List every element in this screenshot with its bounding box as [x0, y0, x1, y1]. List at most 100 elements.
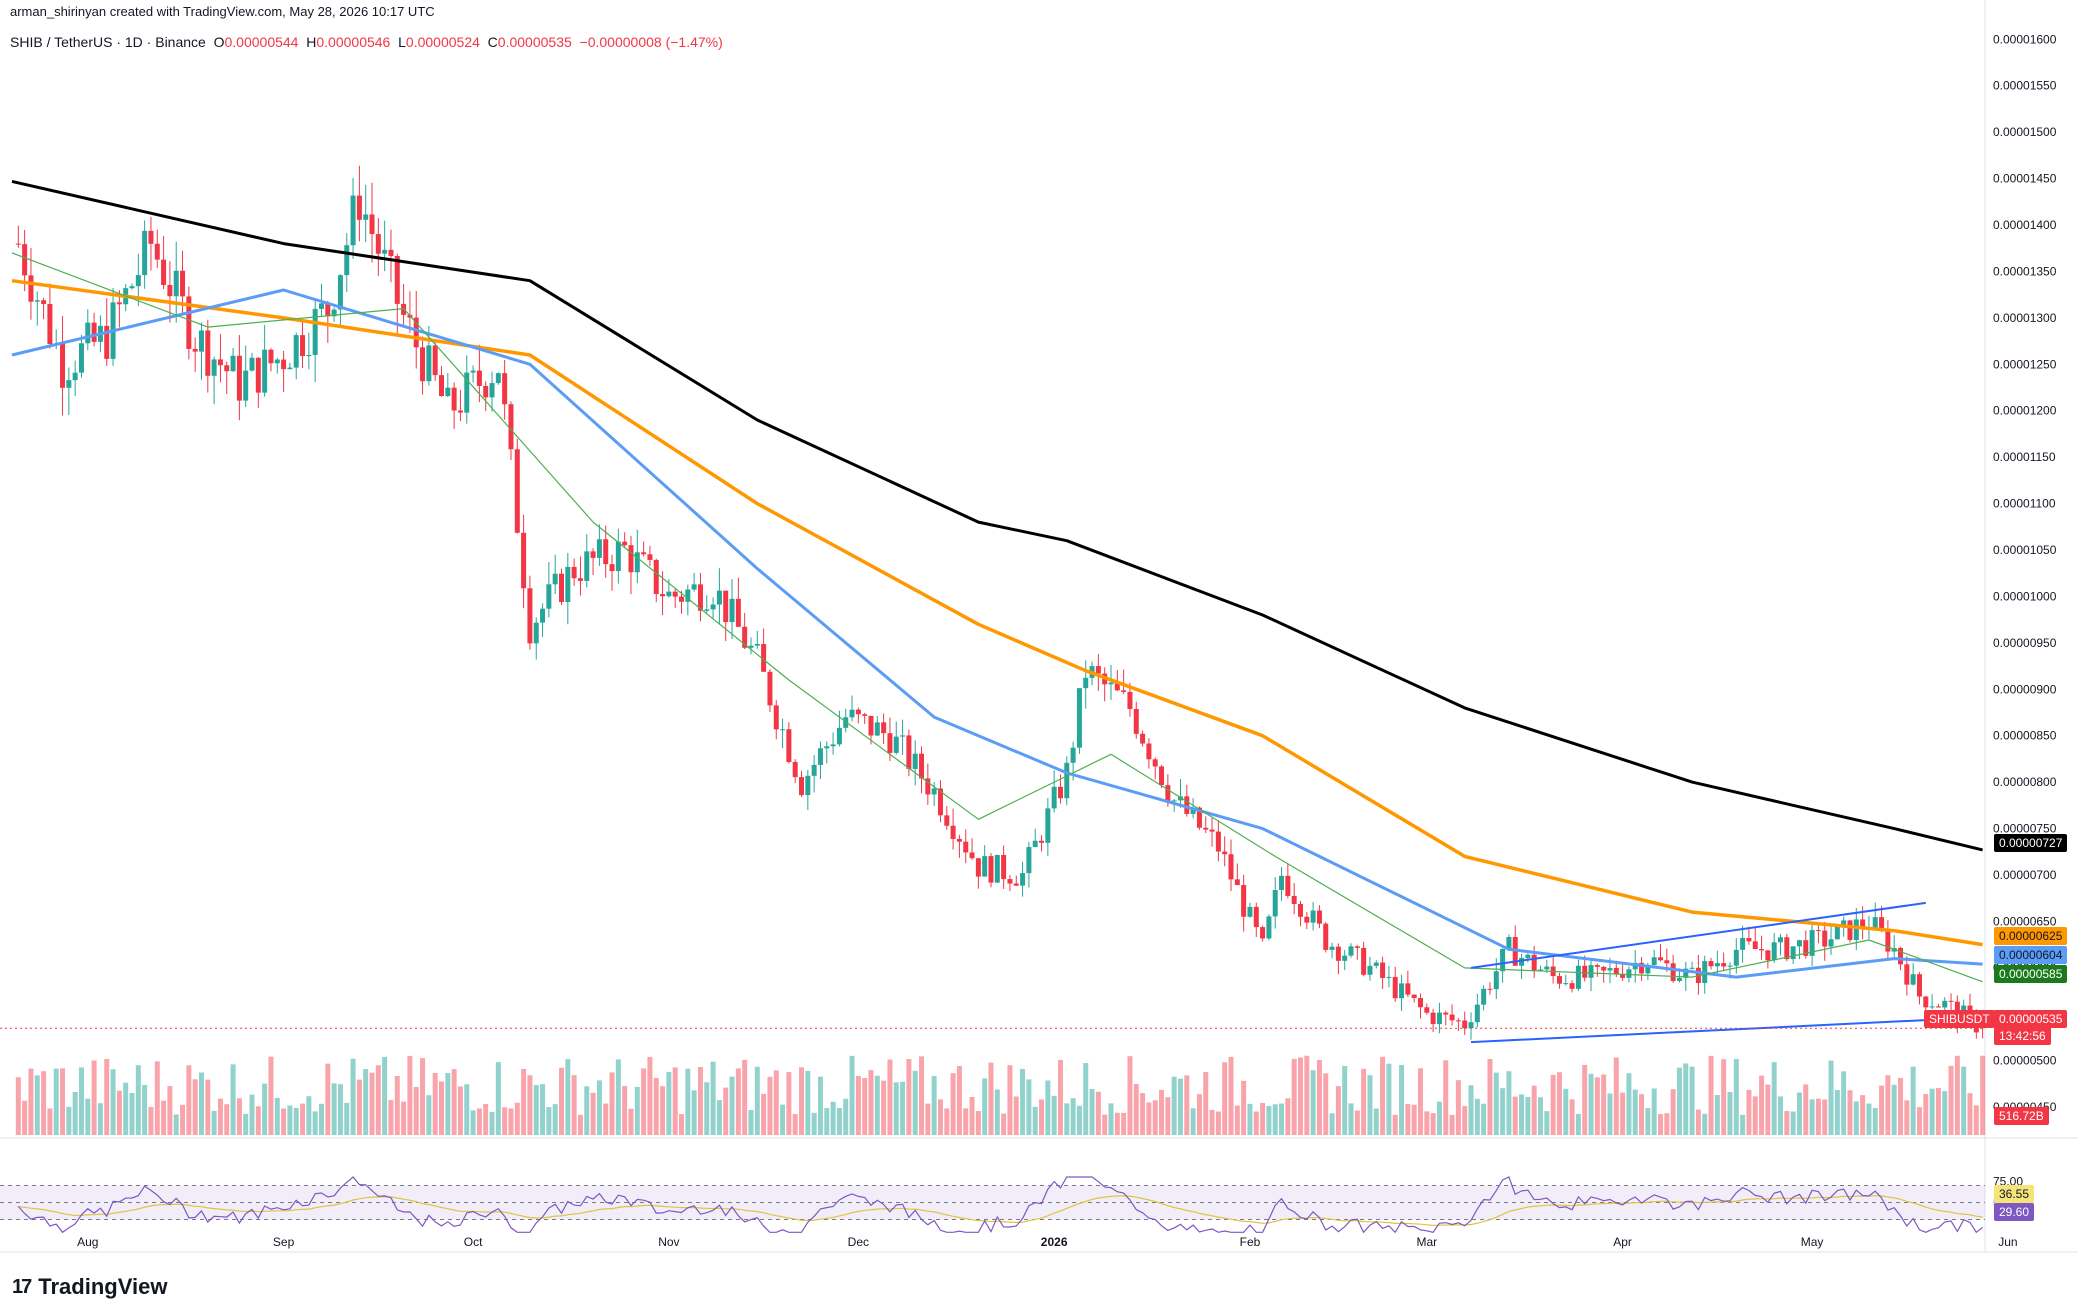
candle-body: [1588, 965, 1594, 978]
price-tick-16: 0.00000800: [1993, 775, 2057, 789]
volume-bar: [1196, 1094, 1202, 1135]
volume-bar: [1569, 1099, 1575, 1135]
candle-body: [754, 643, 760, 646]
volume-bar: [369, 1072, 375, 1135]
tradingview-logo[interactable]: 17 TradingView: [12, 1274, 167, 1300]
candle-body: [1064, 762, 1070, 799]
volume-bar: [1879, 1085, 1885, 1135]
price-tick-0: 0.00001600: [1993, 32, 2057, 46]
volume-bar: [1215, 1111, 1221, 1135]
candle-body: [1083, 677, 1089, 689]
volume-bar: [767, 1076, 773, 1135]
candle-body: [167, 284, 173, 297]
volume-bar: [356, 1079, 362, 1135]
volume-bar: [363, 1069, 369, 1135]
volume-bar: [426, 1095, 432, 1135]
volume-bar: [956, 1066, 962, 1135]
volume-bar: [230, 1064, 236, 1135]
volume-bar: [1866, 1103, 1872, 1135]
candle-body: [1607, 968, 1613, 971]
candle-body: [1689, 967, 1695, 969]
volume-bar: [135, 1065, 141, 1135]
candle-body: [780, 729, 786, 731]
candle-body: [1114, 682, 1120, 691]
volume-bar: [1954, 1055, 1960, 1135]
candle-body: [1948, 1000, 1954, 1002]
candle-body: [457, 410, 463, 413]
volume-bar: [1512, 1096, 1518, 1135]
volume-bar: [1948, 1065, 1954, 1135]
candle-body: [937, 788, 943, 816]
volume-bar: [60, 1068, 66, 1135]
volume-bar: [211, 1110, 217, 1135]
candlesticks: [15, 165, 1986, 1040]
time-tick-5: 2026: [1041, 1235, 1068, 1249]
volume-bar: [281, 1108, 287, 1135]
volume-bar: [1348, 1103, 1354, 1135]
volume-bar: [91, 1060, 97, 1135]
volume-bar: [975, 1111, 981, 1135]
volume-bar: [192, 1079, 198, 1135]
trendlines[interactable]: [0, 901, 2046, 1044]
volume-bar: [167, 1086, 173, 1135]
volume-bar: [805, 1070, 811, 1135]
volume-bar: [1702, 1113, 1708, 1135]
volume-bar: [893, 1082, 899, 1135]
low-value: 0.00000524: [405, 34, 480, 50]
candle-body: [817, 748, 823, 765]
volume-bar: [1266, 1106, 1272, 1135]
volume-bar: [325, 1063, 331, 1135]
volume-bar: [1234, 1105, 1240, 1135]
candle-body: [1828, 939, 1834, 947]
volume-bar: [622, 1085, 628, 1135]
time-axis[interactable]: Aug Sep Oct Nov Dec 2026 Feb Mar Apr May Jun: [77, 1235, 2017, 1249]
candle-body: [849, 709, 855, 718]
volume-bar: [78, 1067, 84, 1135]
symbol-name[interactable]: SHIB / TetherUS · 1D · Binance: [10, 34, 206, 50]
candle-body: [1481, 988, 1487, 1005]
volume-bar: [1335, 1086, 1341, 1135]
candle-body: [1146, 743, 1152, 760]
volume-bar: [830, 1101, 836, 1135]
volume-bar: [224, 1104, 230, 1135]
volume-bar: [881, 1080, 887, 1135]
volume-bar: [1089, 1089, 1095, 1135]
candle-body: [34, 300, 40, 302]
candle-body: [697, 584, 703, 611]
candle-body: [312, 308, 318, 355]
candle-body: [369, 214, 375, 235]
volume-bar: [1367, 1075, 1373, 1135]
volume-bar: [1645, 1108, 1651, 1135]
candle-body: [1860, 919, 1866, 929]
volume-bar: [887, 1059, 893, 1135]
candle-body: [135, 275, 141, 287]
candle-body: [1392, 976, 1398, 999]
volume-bar: [148, 1106, 154, 1135]
candle-body: [811, 764, 817, 776]
volume-bar: [110, 1069, 116, 1135]
candle-body: [129, 286, 135, 289]
volume-bar: [205, 1079, 211, 1135]
volume-bar: [116, 1090, 122, 1135]
volume-label: 516.72B: [1994, 1107, 2049, 1125]
candle-body: [893, 736, 899, 753]
volume-bar: [1935, 1088, 1941, 1135]
volume-bar: [236, 1098, 242, 1135]
candle-body: [1399, 983, 1405, 999]
volume-bar: [1146, 1102, 1152, 1135]
candle-body: [666, 591, 672, 597]
volume-bar: [489, 1111, 495, 1135]
volume-bar: [1462, 1106, 1468, 1135]
price-axis[interactable]: 0.00001600 0.00001550 0.00001500 0.00001450…: [1993, 32, 2057, 1209]
candle-body: [1740, 938, 1746, 950]
candle-body: [1039, 840, 1045, 843]
candle-body: [1531, 954, 1537, 971]
volume-bar: [1556, 1072, 1562, 1135]
price-tick-11: 0.00001050: [1993, 543, 2057, 557]
candle-body: [1683, 968, 1689, 978]
candle-body: [1493, 971, 1499, 990]
price-tick-4: 0.00001400: [1993, 218, 2057, 232]
ma50-price-label: 0.00000604: [1994, 946, 2068, 964]
candle-body: [1796, 940, 1802, 947]
